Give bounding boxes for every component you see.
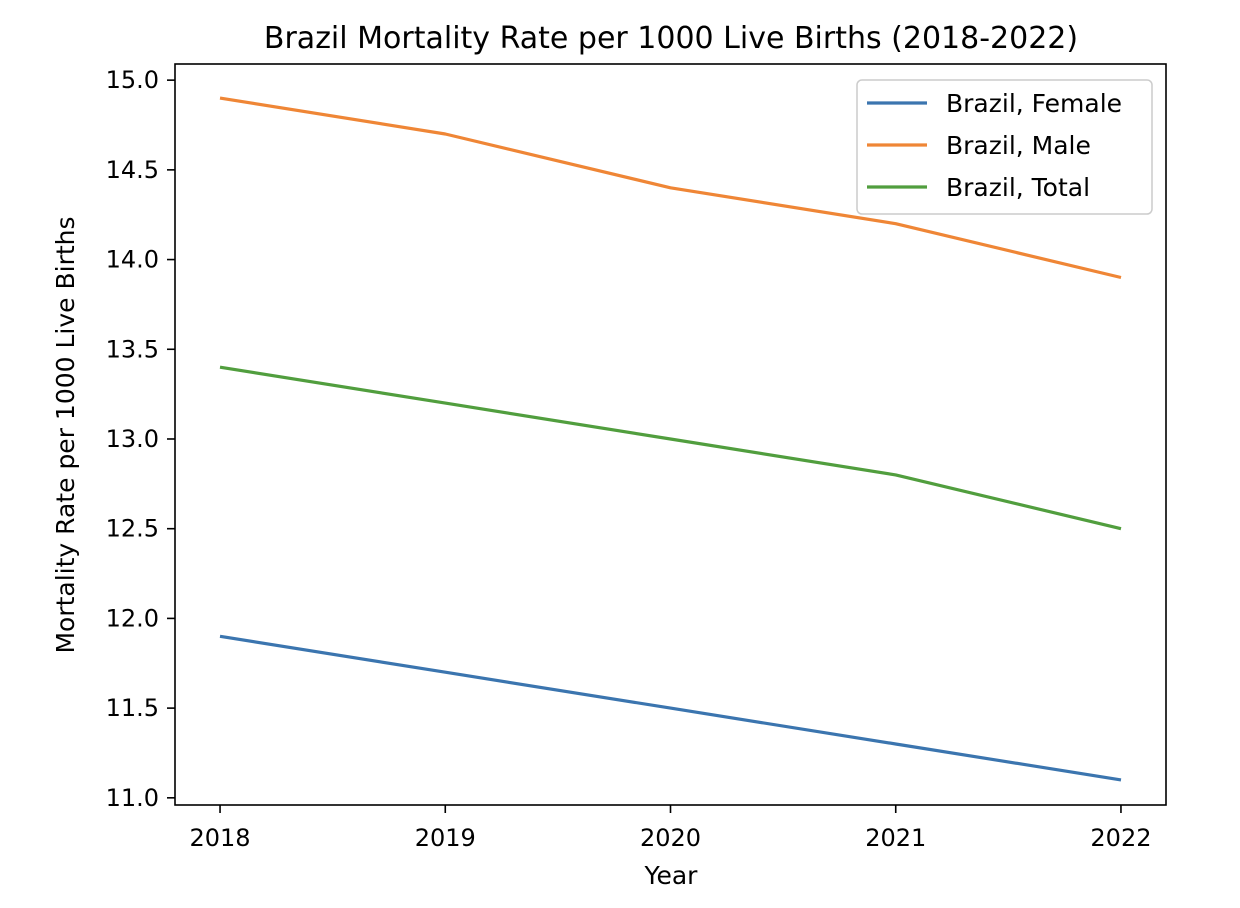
- y-tick-label: 14.0: [106, 246, 159, 274]
- legend-label: Brazil, Female: [946, 89, 1122, 118]
- y-tick-label: 12.5: [106, 515, 159, 543]
- x-axis-label: Year: [644, 861, 699, 890]
- x-axis: 2018 2019 2020 2021 2022: [190, 805, 1151, 852]
- series-line-1: [219, 96, 1122, 280]
- x-tick-label: 2021: [865, 824, 926, 852]
- y-tick-label: 14.5: [106, 156, 159, 184]
- y-axis: 11.0 11.5 12.0 12.5 13.0 13.5 14.0 14.5 15.0: [106, 66, 175, 812]
- legend-label: Brazil, Male: [946, 131, 1091, 160]
- legend: Brazil, Female Brazil, Male Brazil, Total: [856, 79, 1153, 215]
- x-tick-label: 2020: [640, 824, 701, 852]
- legend-label: Brazil, Total: [946, 173, 1090, 202]
- x-tick-label: 2022: [1090, 824, 1151, 852]
- y-tick-label: 11.5: [106, 694, 159, 722]
- y-tick-label: 13.0: [106, 425, 159, 453]
- chart-title: Brazil Mortality Rate per 1000 Live Birt…: [264, 21, 1078, 56]
- y-tick-label: 12.0: [106, 604, 159, 632]
- y-tick-label: 13.5: [106, 335, 159, 363]
- y-axis-label: Mortality Rate per 1000 Live Births: [51, 216, 80, 653]
- legend-box: [856, 79, 1153, 215]
- y-tick-label: 15.0: [106, 66, 159, 94]
- series-layer: [219, 96, 1122, 782]
- series-line-2: [219, 365, 1122, 531]
- x-tick-label: 2018: [190, 824, 251, 852]
- y-tick-label: 11.0: [106, 784, 159, 812]
- x-tick-label: 2019: [415, 824, 476, 852]
- series-line-0: [219, 634, 1122, 782]
